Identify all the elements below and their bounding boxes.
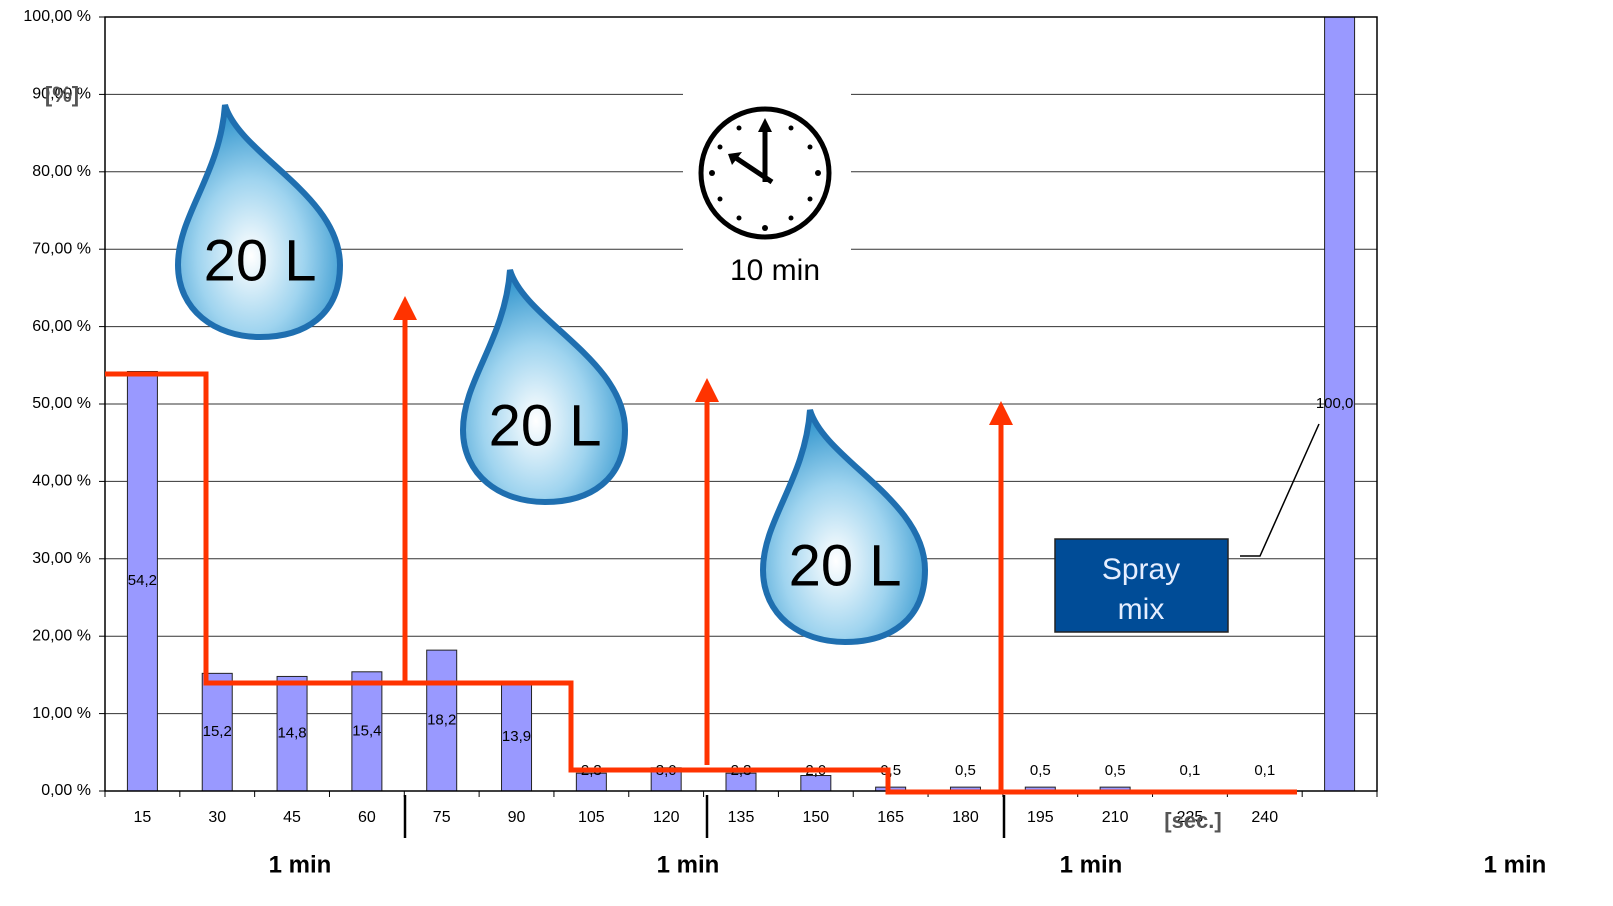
value-label: 0,1 xyxy=(1254,762,1275,779)
value-label: 15,4 xyxy=(352,722,381,739)
y-tick-label: 0,00 % xyxy=(41,782,91,799)
callout-text: Spray xyxy=(1102,553,1180,586)
callout-text: mix xyxy=(1118,593,1165,626)
y-tick-label: 40,00 % xyxy=(32,473,91,490)
value-label: 54,2 xyxy=(128,572,157,589)
value-label: 0,5 xyxy=(955,762,976,779)
x-tick-label: 45 xyxy=(283,809,301,826)
x-tick-label: 90 xyxy=(508,809,526,826)
drop: 20 L xyxy=(763,410,925,642)
clock: 10 min xyxy=(701,109,829,287)
drop-label: 20 L xyxy=(789,533,902,598)
x-tick-label: 60 xyxy=(358,809,376,826)
drop: 20 L xyxy=(178,105,340,337)
y-tick-label: 100,00 % xyxy=(23,8,91,25)
page: 0,00 % 10,00 % 20,00 % 30,00 % 40,00 % 50,00 … xyxy=(0,0,1613,906)
value-label: 18,2 xyxy=(427,712,456,729)
period-dividers xyxy=(405,795,1004,838)
period-label: 1 min xyxy=(657,851,720,878)
clock-label: 10 min xyxy=(730,254,820,287)
x-tick-label: 120 xyxy=(653,809,680,826)
x-tick-label: 240 xyxy=(1251,809,1278,826)
x-tick-label: 135 xyxy=(728,809,755,826)
y-tick-label: 10,00 % xyxy=(32,705,91,722)
chart: 0,00 % 10,00 % 20,00 % 30,00 % 40,00 % 50,00 … xyxy=(0,0,1613,906)
value-label: 14,8 xyxy=(277,725,306,742)
x-axis-label: [sec.] xyxy=(1164,808,1221,833)
period-label: 1 min xyxy=(269,851,332,878)
y-tick-label: 80,00 % xyxy=(32,163,91,180)
y-tick-label: 60,00 % xyxy=(32,318,91,335)
y-tick-label: 30,00 % xyxy=(32,550,91,567)
x-tick-label: 210 xyxy=(1102,809,1129,826)
x-tick-label: 105 xyxy=(578,809,605,826)
value-label: 0,5 xyxy=(1030,762,1051,779)
value-label: 0,5 xyxy=(1105,762,1126,779)
value-label: 15,2 xyxy=(203,723,232,740)
leader-line xyxy=(1240,424,1319,556)
drop-label: 20 L xyxy=(204,228,317,293)
x-tick-label: 15 xyxy=(134,809,152,826)
period-labels: 1 min 1 min 1 min 1 min xyxy=(269,851,1547,878)
y-tick-label: 50,00 % xyxy=(32,395,91,412)
x-tick-label: 75 xyxy=(433,809,451,826)
x-tick-label: 30 xyxy=(208,809,226,826)
x-tick-label: 150 xyxy=(802,809,829,826)
drop-label: 20 L xyxy=(489,393,602,458)
x-tick-label: 180 xyxy=(952,809,979,826)
period-label: 1 min xyxy=(1484,851,1547,878)
y-tick-label: 20,00 % xyxy=(32,627,91,644)
drop: 20 L xyxy=(463,270,625,502)
y-tick-label: 70,00 % xyxy=(32,240,91,257)
value-label: 100,0 xyxy=(1316,395,1354,412)
value-label: 0,1 xyxy=(1180,762,1201,779)
period-label: 1 min xyxy=(1060,851,1123,878)
value-label: 13,9 xyxy=(502,728,531,745)
y-axis-label: [%] xyxy=(45,82,79,107)
x-tick-label: 165 xyxy=(877,809,904,826)
x-tick-label: 195 xyxy=(1027,809,1054,826)
